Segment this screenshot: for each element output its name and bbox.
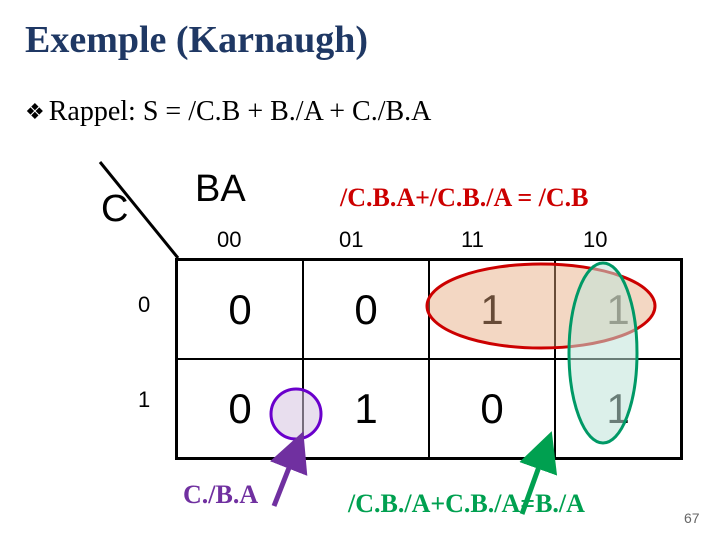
annotation-green: /C.B./A+C.B./A=B./A	[348, 489, 585, 519]
col-var-label: BA	[195, 168, 246, 211]
row-header-0: 0	[138, 292, 150, 318]
cell-1-11: 0	[429, 359, 555, 459]
cell-0-00: 0	[177, 260, 304, 360]
cell-0-11: 1	[429, 260, 555, 360]
annotation-purple: C./B.A	[183, 480, 258, 510]
row-header-1: 1	[138, 387, 150, 413]
cell-1-10: 1	[555, 359, 682, 459]
slide-title: Exemple (Karnaugh)	[25, 18, 368, 62]
karnaugh-map: 0 0 1 1 0 1 0 1	[175, 258, 683, 460]
equation-bullet: ❖Rappel: S = /C.B + B./A + C./B.A	[25, 96, 431, 128]
row-var-label: C	[101, 188, 128, 231]
annotation-red: /C.B.A+/C.B./A = /C.B	[340, 183, 589, 213]
cell-0-01: 0	[303, 260, 429, 360]
cell-0-10: 1	[555, 260, 682, 360]
slide: Exemple (Karnaugh) ❖Rappel: S = /C.B + B…	[0, 0, 720, 540]
col-header-11: 11	[461, 227, 484, 253]
equation-text: Rappel: S = /C.B + B./A + C./B.A	[49, 96, 432, 127]
cell-1-01: 1	[303, 359, 429, 459]
kmap-table: 0 0 1 1 0 1 0 1	[175, 258, 683, 460]
page-number: 67	[684, 510, 700, 526]
col-header-10: 10	[583, 227, 607, 253]
bullet-icon: ❖	[25, 99, 45, 124]
col-header-00: 00	[217, 227, 241, 253]
cell-1-00: 0	[177, 359, 304, 459]
col-header-01: 01	[339, 227, 363, 253]
